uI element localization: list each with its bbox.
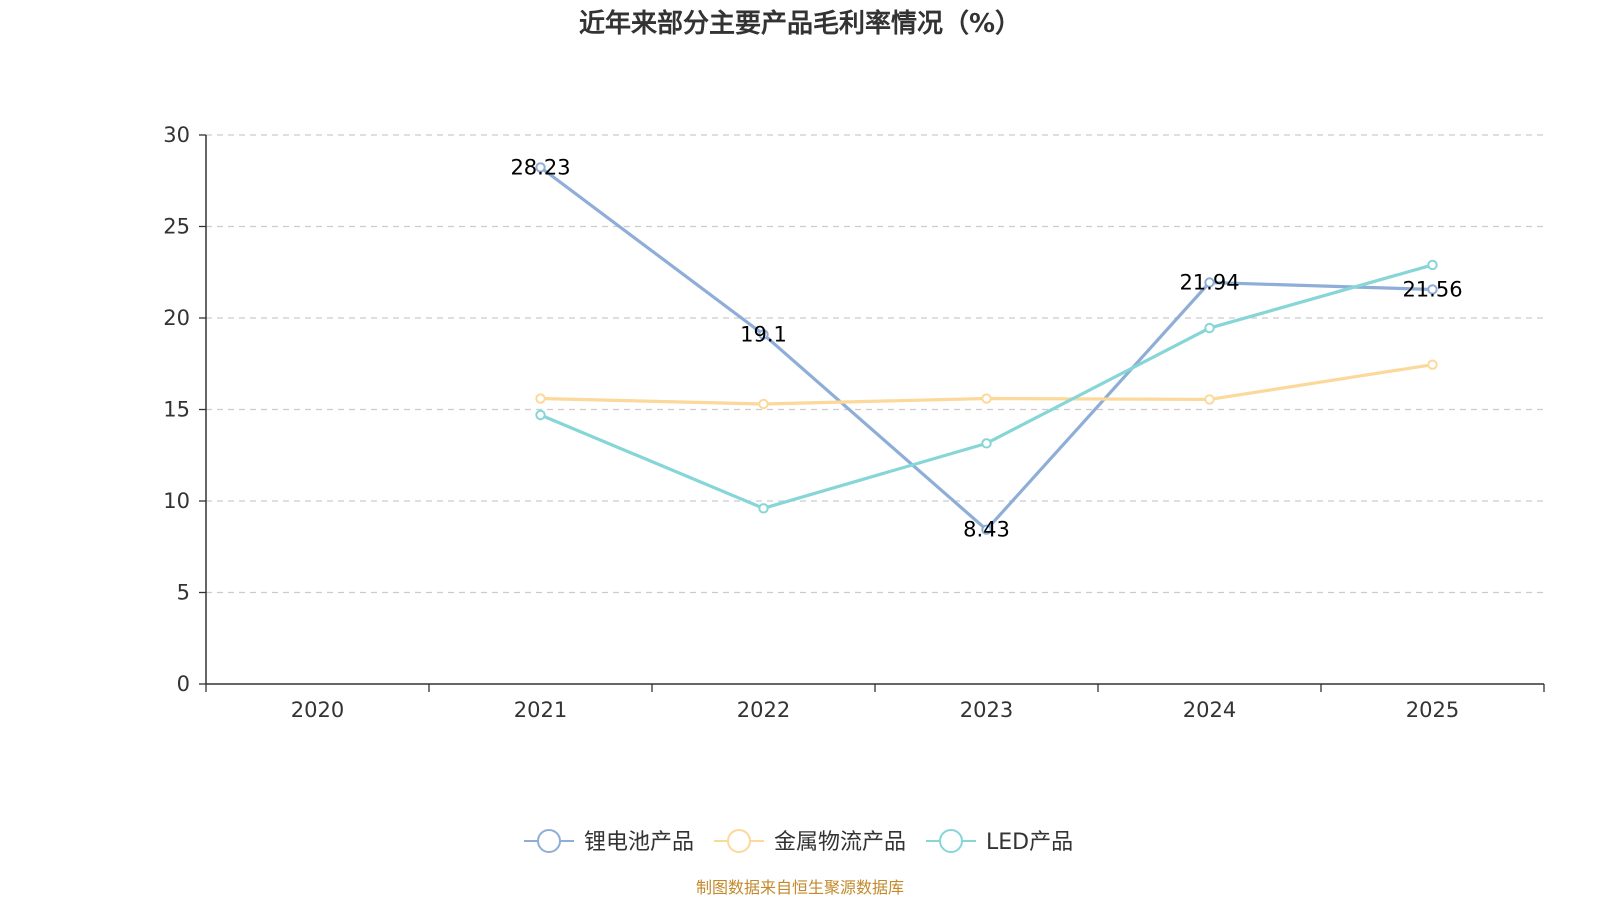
legend: 锂电池产品 金属物流产品 LED产品	[524, 829, 1073, 855]
y-tick-label: 5	[177, 581, 190, 605]
y-tick-label: 0	[177, 672, 190, 696]
data-label: 19.1	[740, 322, 787, 346]
data-point[interactable]	[535, 393, 546, 404]
y-tick-label: 30	[163, 123, 190, 147]
x-tick-label-2024: 2024	[1183, 698, 1236, 722]
legend-item-0[interactable]: 锂电池产品	[524, 829, 694, 855]
y-tick-label: 20	[163, 306, 190, 330]
y-tick-label: 15	[163, 398, 190, 422]
data-point[interactable]	[758, 329, 769, 340]
y-tick-label: 10	[163, 489, 190, 513]
data-labels: 28.23 19.1 8.43 21.94 21.56	[510, 155, 1462, 541]
data-label: 28.23	[510, 155, 570, 179]
legend-circle-icon	[727, 829, 751, 853]
data-point[interactable]	[758, 398, 769, 410]
legend-label: LED产品	[986, 830, 1073, 855]
legend-item-1[interactable]: 金属物流产品	[714, 829, 906, 855]
y-tick-label: 25	[163, 215, 190, 239]
data-label: 8.43	[963, 518, 1010, 542]
data-label: 21.56	[1402, 277, 1462, 301]
series-line-0	[538, 165, 1435, 532]
data-point[interactable]	[981, 438, 992, 449]
data-point[interactable]	[535, 162, 546, 173]
data-point[interactable]	[535, 409, 546, 421]
data-point[interactable]	[758, 503, 769, 514]
series-1	[535, 359, 1438, 410]
series-2	[535, 259, 1438, 514]
data-label: 21.94	[1179, 270, 1239, 294]
x-tick-label-2025: 2025	[1406, 698, 1459, 722]
legend-label: 金属物流产品	[774, 830, 906, 855]
legend-label: 锂电池产品	[584, 830, 694, 855]
x-tick-label-2021: 2021	[514, 698, 567, 722]
legend-item-2[interactable]: LED产品	[926, 829, 1073, 855]
series-layer	[535, 162, 1438, 535]
grid-lines	[206, 134, 1544, 594]
legend-circle-icon	[939, 829, 963, 853]
data-point[interactable]	[981, 524, 992, 535]
source-note: 制图数据来自恒生聚源数据库	[696, 878, 904, 897]
chart-title: 近年来部分主要产品毛利率情况（%）	[579, 8, 1021, 39]
data-point[interactable]	[1427, 284, 1438, 295]
data-point[interactable]	[1204, 394, 1215, 405]
data-point[interactable]	[1427, 259, 1438, 271]
data-point[interactable]	[1204, 322, 1215, 334]
legend-circle-icon	[537, 829, 561, 853]
data-point[interactable]	[981, 393, 992, 404]
x-tick-label-2020: 2020	[291, 698, 344, 722]
data-point[interactable]	[1427, 359, 1438, 370]
x-tick-label-2023: 2023	[960, 698, 1013, 722]
series-0	[535, 162, 1438, 535]
x-tick-label-2022: 2022	[737, 698, 790, 722]
data-point[interactable]	[1204, 277, 1215, 288]
